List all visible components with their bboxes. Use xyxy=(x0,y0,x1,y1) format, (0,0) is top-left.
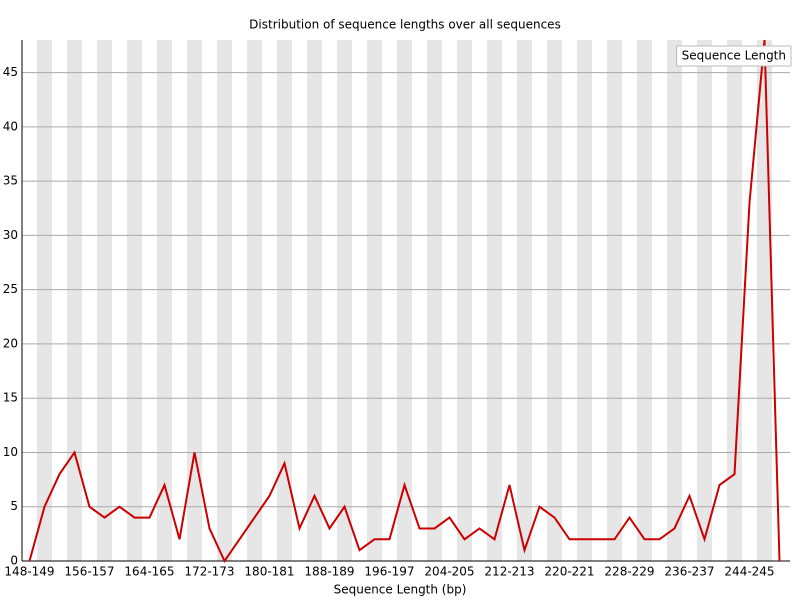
stripe xyxy=(97,40,112,561)
y-tick-label: 15 xyxy=(3,391,18,405)
stripe xyxy=(727,40,742,561)
stripe xyxy=(607,40,622,561)
stripe xyxy=(37,40,52,561)
x-tick-label: 236-237 xyxy=(664,565,714,579)
stripe xyxy=(427,40,442,561)
stripe xyxy=(637,40,652,561)
y-tick-label: 5 xyxy=(10,499,18,513)
stripe xyxy=(667,40,682,561)
x-tick-label: 220-221 xyxy=(544,565,594,579)
y-tick-label: 30 xyxy=(3,228,18,242)
data-line xyxy=(28,39,781,564)
legend-label: Sequence Length xyxy=(682,49,786,63)
x-tick-label: 188-189 xyxy=(304,565,354,579)
stripe xyxy=(337,40,352,561)
y-tick-label: 40 xyxy=(3,119,18,133)
y-tick-label: 10 xyxy=(3,445,18,459)
x-tick-label: 164-165 xyxy=(124,565,174,579)
x-tick-label: 228-229 xyxy=(604,565,654,579)
stripe xyxy=(367,40,382,561)
stripe xyxy=(217,40,232,561)
stripe xyxy=(307,40,322,561)
x-axis-label: Sequence Length (bp) xyxy=(334,583,467,597)
stripe xyxy=(67,40,82,561)
x-tick-label: 212-213 xyxy=(484,565,534,579)
y-tick-label: 35 xyxy=(3,174,18,188)
y-tick-label: 20 xyxy=(3,336,18,350)
chart-title: Distribution of sequence lengths over al… xyxy=(249,18,561,32)
stripe xyxy=(697,40,712,561)
stripe xyxy=(397,40,412,561)
stripe xyxy=(577,40,592,561)
stripe xyxy=(187,40,202,561)
stripe xyxy=(547,40,562,561)
legend-box xyxy=(676,45,792,67)
y-tick-label: 25 xyxy=(3,282,18,296)
stripe xyxy=(277,40,292,561)
x-tick-label: 180-181 xyxy=(244,565,294,579)
stripe xyxy=(757,40,772,561)
x-tick-label: 204-205 xyxy=(424,565,474,579)
y-tick-label: 45 xyxy=(3,65,18,79)
x-tick-label: 172-173 xyxy=(184,565,234,579)
x-tick-label: 156-157 xyxy=(64,565,114,579)
stripe xyxy=(517,40,532,561)
x-tick-label: 196-197 xyxy=(364,565,414,579)
stripe xyxy=(157,40,172,561)
x-tick-label: 244-245 xyxy=(724,565,774,579)
legend: Sequence Length xyxy=(676,45,792,67)
stripe xyxy=(127,40,142,561)
y-tick-label: 0 xyxy=(10,554,18,568)
stripe xyxy=(457,40,472,561)
x-tick-label: 148-149 xyxy=(4,565,54,579)
stripe xyxy=(487,40,502,561)
stripe xyxy=(247,40,262,561)
